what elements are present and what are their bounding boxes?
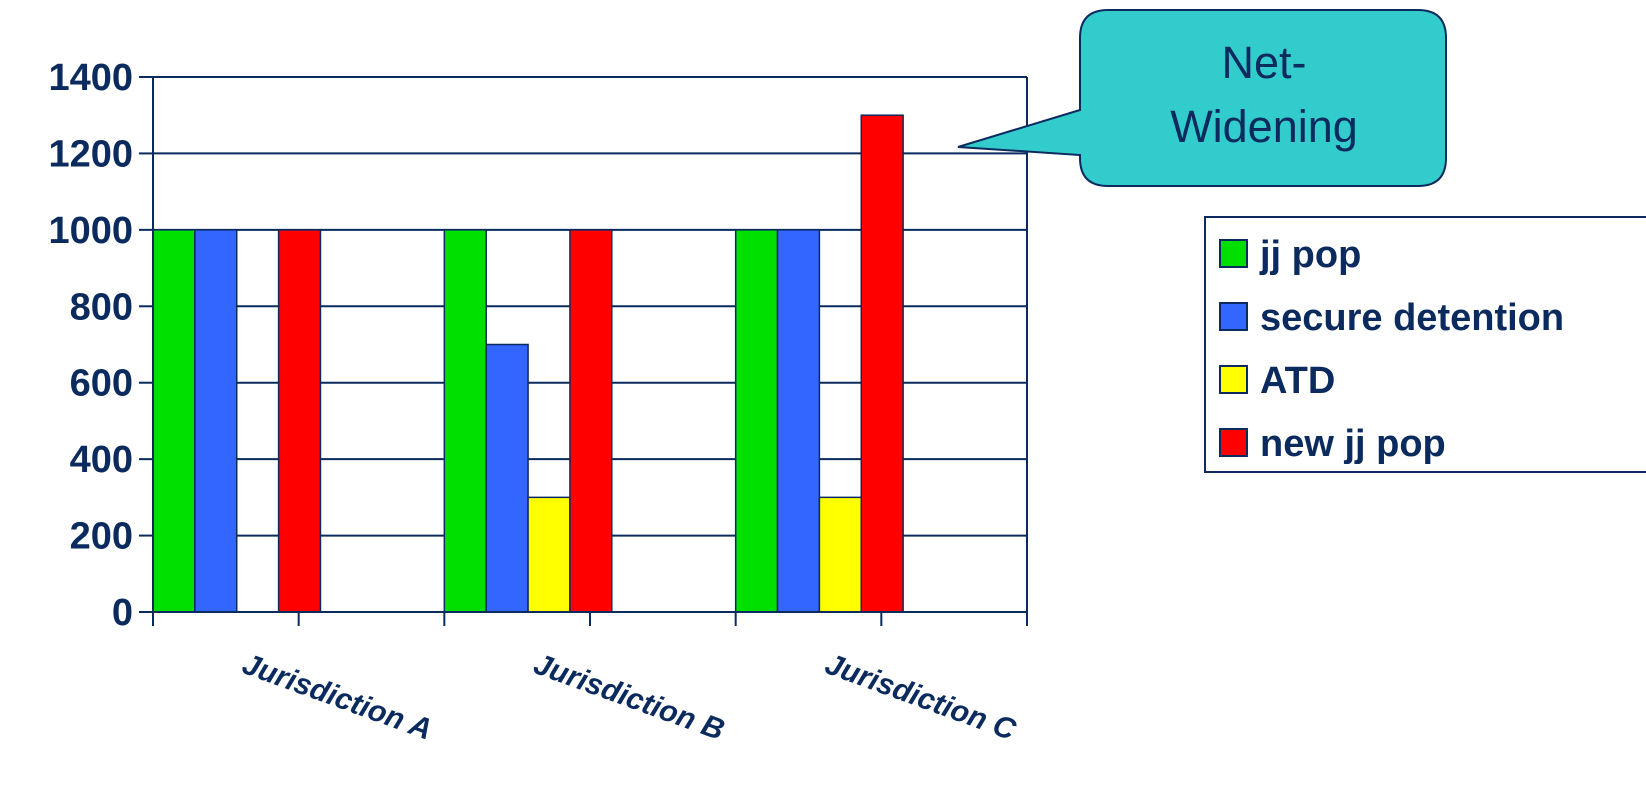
legend-swatch	[1219, 428, 1248, 457]
legend-label: ATD	[1260, 360, 1335, 402]
legend-label: jj pop	[1259, 234, 1361, 276]
callout-text-line-2: Widening	[1170, 101, 1358, 152]
y-tick-label: 600	[70, 363, 133, 405]
x-tick-label: Jurisdiction C	[821, 648, 1022, 748]
bar-secure-detention	[776, 229, 821, 613]
legend-swatch	[1219, 365, 1248, 394]
y-tick-label: 1000	[48, 210, 133, 252]
bar-jj-pop	[443, 229, 487, 613]
legend-label: new jj pop	[1260, 423, 1446, 465]
legend-box	[1204, 216, 1646, 473]
callout-shape	[957, 9, 1447, 187]
y-tick-label: 0	[112, 592, 133, 634]
y-tick-label: 1200	[48, 133, 133, 175]
legend: jj pop secure detention ATD new jj pop	[1204, 216, 1646, 473]
bar-secure-detention	[194, 229, 238, 613]
bar-jj-pop	[152, 229, 196, 613]
bar-atd	[818, 496, 863, 613]
bar-secure-detention	[485, 343, 529, 613]
bar-new-jj-pop	[277, 229, 322, 613]
bar-new-jj-pop	[860, 114, 904, 613]
legend-swatch	[1219, 302, 1248, 331]
axes	[139, 76, 1028, 626]
y-tick-label: 400	[70, 439, 133, 481]
net-widening-callout: Net- Widening	[957, 9, 1447, 187]
callout-text-line-1: Net-	[1221, 37, 1306, 88]
y-tick-label: 800	[70, 286, 133, 328]
y-tick-labels: 0 200 400 600 800 1000 1200 1400	[48, 57, 133, 634]
y-tick-label: 200	[70, 516, 133, 558]
bar-atd	[527, 496, 571, 613]
legend-swatch	[1219, 239, 1248, 268]
legend-label: secure detention	[1260, 297, 1564, 339]
bars	[152, 114, 904, 613]
x-tick-label: Jurisdiction B	[529, 648, 728, 747]
bar-new-jj-pop	[569, 229, 613, 613]
x-tick-labels: Jurisdiction A Jurisdiction B Jurisdiction…	[238, 648, 1021, 748]
x-tick-label: Jurisdiction A	[238, 648, 436, 747]
bar-jj-pop	[734, 229, 779, 613]
y-tick-label: 1400	[48, 57, 133, 99]
